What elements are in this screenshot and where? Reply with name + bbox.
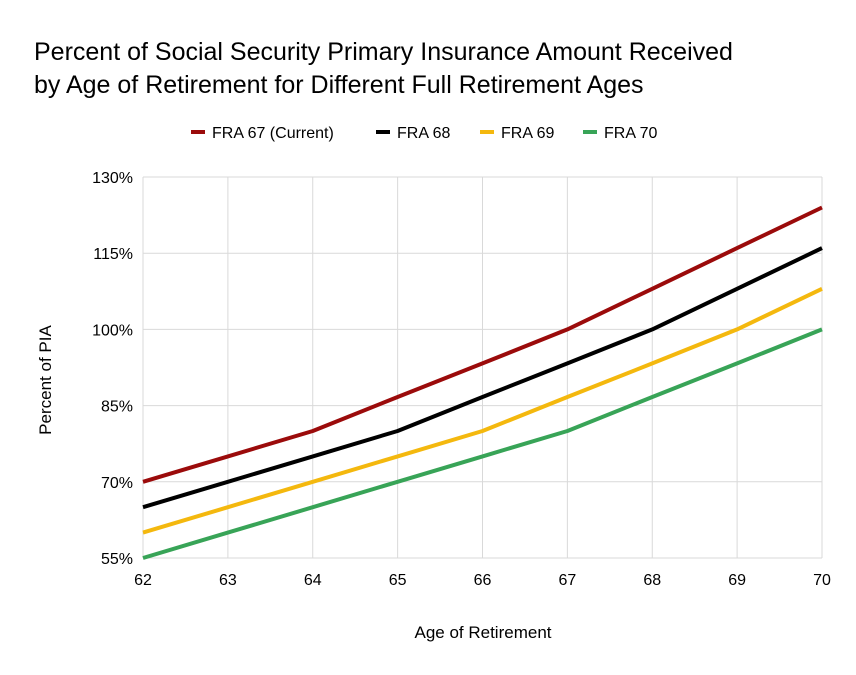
x-tick-label: 62: [134, 572, 152, 589]
y-tick-label: 70%: [101, 475, 133, 492]
legend-label: FRA 70: [604, 125, 657, 142]
y-axis-ticks: 55% 70% 85% 100% 115% 130%: [92, 170, 133, 568]
legend-label: FRA 67 (Current): [212, 125, 334, 142]
chart-title: Percent of Social Security Primary Insur…: [34, 38, 733, 99]
x-tick-label: 64: [304, 572, 322, 589]
chart-title-line-2: by Age of Retirement for Different Full …: [34, 71, 644, 99]
x-tick-label: 67: [558, 572, 576, 589]
x-axis-title: Age of Retirement: [414, 623, 551, 642]
x-tick-label: 70: [813, 572, 831, 589]
legend-label: FRA 68: [397, 125, 450, 142]
chart-title-line-1: Percent of Social Security Primary Insur…: [34, 38, 733, 66]
series-line-2: [142, 286, 823, 535]
y-tick-label: 85%: [101, 399, 133, 416]
chart-series: [142, 205, 823, 560]
x-tick-label: 69: [728, 572, 746, 589]
series-line-1: [142, 246, 823, 510]
legend-label: FRA 69: [501, 125, 554, 142]
x-tick-label: 65: [389, 572, 407, 589]
x-tick-label: 66: [474, 572, 492, 589]
y-tick-label: 115%: [93, 246, 133, 263]
y-axis-title: Percent of PIA: [36, 325, 55, 435]
chart-grid: [142, 176, 823, 559]
y-tick-label: 55%: [101, 551, 133, 568]
series-line-3: [142, 327, 823, 560]
x-axis-ticks: 62 63 64 65 66 67 68 69 70: [134, 572, 831, 589]
series-line-0: [142, 205, 823, 484]
chart-legend: FRA 67 (Current) FRA 68 FRA 69 FRA 70: [191, 125, 657, 142]
y-tick-label: 130%: [92, 170, 133, 187]
x-tick-label: 68: [643, 572, 661, 589]
x-tick-label: 63: [219, 572, 237, 589]
y-tick-label: 100%: [92, 322, 133, 339]
